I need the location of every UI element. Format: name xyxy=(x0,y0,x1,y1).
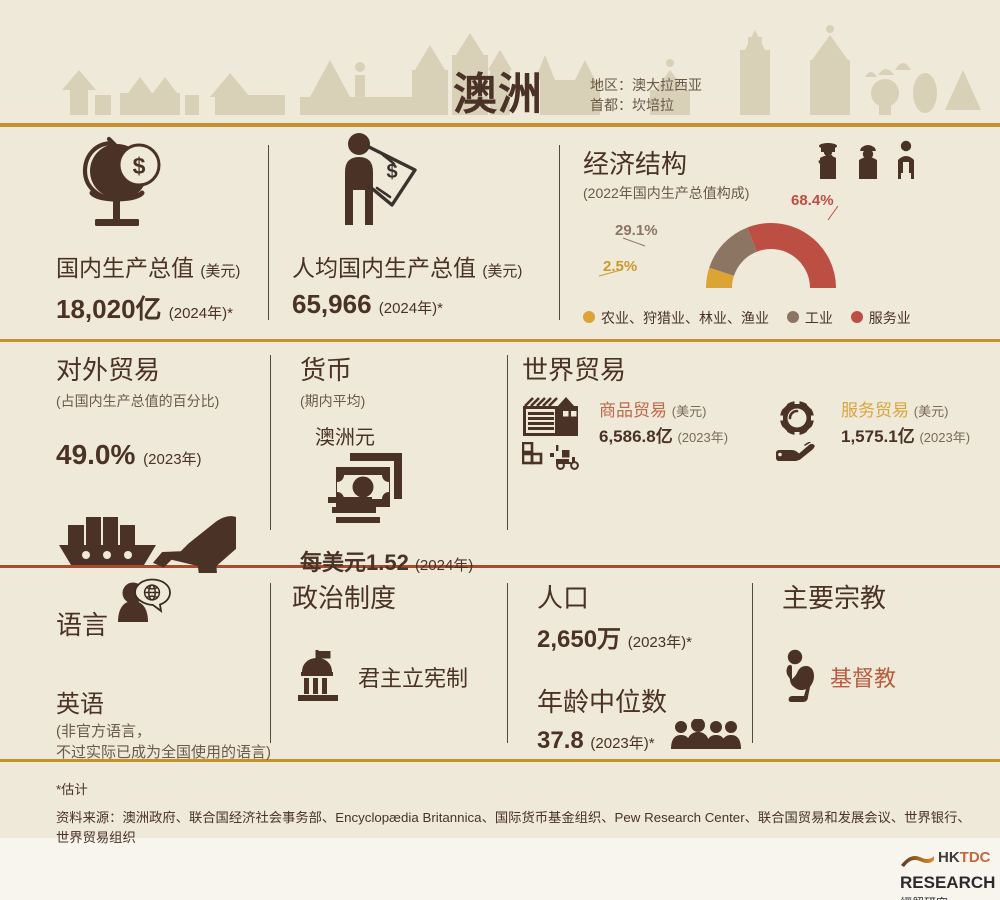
svg-text:$: $ xyxy=(133,153,146,179)
svg-text:HKTDC: HKTDC xyxy=(938,849,991,866)
svg-text:$: $ xyxy=(386,161,397,183)
